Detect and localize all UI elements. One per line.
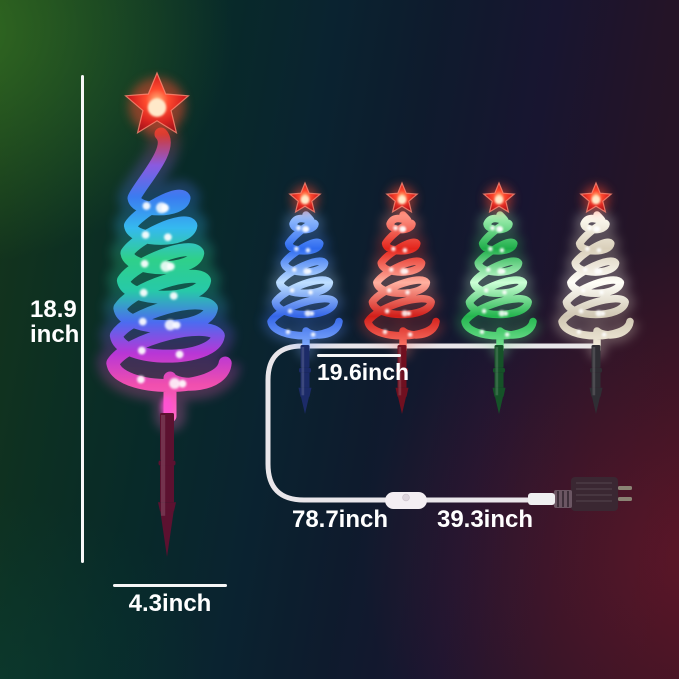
large-spiral-tree (96, 71, 241, 557)
ground-stake (298, 345, 312, 414)
star-topper-icon (124, 71, 190, 135)
plug-cable-length-label: 39.3inch (436, 506, 534, 533)
star-topper-icon (288, 181, 322, 214)
plug-prong-top (618, 486, 632, 490)
plug-prong-bottom (618, 497, 632, 501)
star-topper-icon (482, 181, 516, 214)
ground-stake (158, 396, 176, 557)
spiral-coil (267, 211, 343, 354)
small-spiral-tree-2 (358, 181, 445, 414)
plug-connector (528, 493, 555, 505)
star-topper-icon (385, 181, 419, 214)
spiral-coil (558, 211, 634, 354)
connecting-cable (265, 343, 599, 503)
spiral-coil (106, 127, 232, 423)
spacing-label: 19.6inch (317, 359, 410, 385)
star-topper-icon (579, 181, 613, 214)
plug-adapter-body (571, 477, 618, 511)
ground-stake (395, 345, 409, 414)
height-value: 18.9 (30, 296, 77, 323)
inline-switch (385, 492, 427, 509)
height-dimension-line (81, 75, 84, 563)
small-spiral-tree-4 (552, 181, 639, 414)
cable-wire (265, 343, 599, 503)
small-spiral-tree-3 (455, 181, 542, 414)
small-spiral-tree-1 (261, 181, 348, 414)
ground-stake (589, 345, 603, 414)
lead-cable-length-label: 78.7inch (291, 506, 389, 533)
spiral-coil (461, 211, 537, 354)
base-width-label: 4.3inch (128, 590, 212, 617)
base-width-dimension-line (113, 584, 227, 587)
spacing-dimension-line (317, 354, 401, 357)
power-plug (528, 477, 632, 511)
ground-stake (492, 345, 506, 414)
switch-button (402, 493, 410, 502)
height-dimension-label: 18.9 inch (30, 297, 79, 347)
height-unit: inch (30, 321, 80, 348)
spiral-coil (364, 211, 440, 354)
